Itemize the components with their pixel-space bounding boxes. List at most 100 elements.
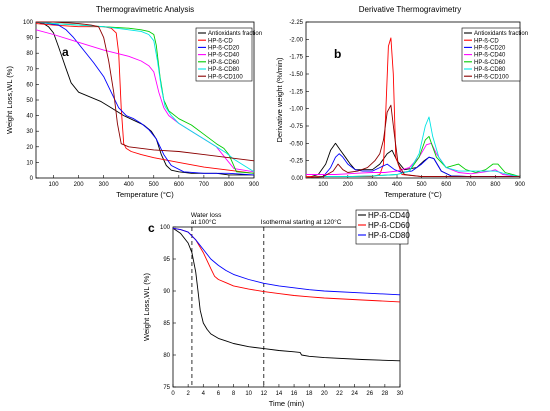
y-tick-label: 0 <box>30 176 34 182</box>
legend-label: HP-ß-CD100 <box>208 74 243 80</box>
x-tick-label: 200 <box>74 182 85 188</box>
x-tick-label: 2 <box>186 391 190 397</box>
x-tick-label: 500 <box>417 182 428 188</box>
series-line <box>35 21 255 173</box>
y-tick-label: 60 <box>26 82 33 88</box>
x-tick-label: 400 <box>124 182 135 188</box>
series-line <box>35 21 255 176</box>
y-tick-label: -1.25 <box>289 89 303 95</box>
y-tick-label: -1.00 <box>289 107 303 113</box>
x-tick-label: 0 <box>171 391 175 397</box>
y-axis-label: Derivative weight (%/min) <box>275 57 284 143</box>
x-tick-label: 10 <box>245 391 252 397</box>
annotation-text: Isothermal starting at 120°C <box>261 218 342 226</box>
legend-label: HP-ß-CD40 <box>474 53 506 59</box>
y-tick-label: -2.25 <box>289 20 303 26</box>
x-tick-label: 900 <box>515 182 526 188</box>
legend: Antioxidants fractionHP-ß-CDHP-ß-CD20HP-… <box>461 27 528 82</box>
x-tick-label: 18 <box>306 391 313 397</box>
series-line <box>172 227 401 296</box>
x-axis-label: Temperature (°C) <box>384 190 442 199</box>
x-tick-label: 24 <box>351 391 358 397</box>
y-tick-label: 0.00 <box>291 176 303 182</box>
chart-panel-c: 0 2 4 6 8 10 12 14 16 18 20 22 24 26 28 307580859095100… <box>142 209 410 408</box>
x-tick-label: 12 <box>260 391 267 397</box>
y-tick-label: 100 <box>160 225 171 231</box>
series-line <box>35 23 255 174</box>
x-tick-label: 6 <box>217 391 221 397</box>
series-line <box>36 21 255 162</box>
y-tick-label: 70 <box>26 67 33 73</box>
series-line <box>35 21 254 176</box>
y-tick-label: 75 <box>163 385 170 391</box>
legend-label: HP-ß-CD100 <box>474 74 509 80</box>
y-tick-label: 80 <box>26 51 33 57</box>
legend-label: HP-ß-CD20 <box>208 46 240 52</box>
x-tick-label: 700 <box>199 182 210 188</box>
legend-label: HP-ß-CD <box>208 38 233 44</box>
y-tick-label: 95 <box>163 257 170 263</box>
legend-label: HP-ß-CD80 <box>368 231 410 240</box>
x-tick-label: 4 <box>202 391 206 397</box>
x-tick-label: 30 <box>397 391 404 397</box>
series-line <box>172 227 401 362</box>
legend-label: HP-ß-CD80 <box>208 67 240 73</box>
y-tick-label: 85 <box>163 321 170 327</box>
y-tick-label: 50 <box>26 98 33 104</box>
x-tick-label: 100 <box>49 182 60 188</box>
legend-label: Antioxidants fraction <box>208 31 262 37</box>
x-tick-label: 300 <box>99 182 110 188</box>
x-tick-label: 20 <box>321 391 328 397</box>
x-tick-label: 600 <box>441 182 452 188</box>
y-tick-label: -2.00 <box>289 37 303 43</box>
panel-label: a <box>62 45 69 59</box>
legend: Antioxidants fractionHP-ß-CDHP-ß-CD20HP-… <box>195 27 262 82</box>
legend-label: HP-ß-CD60 <box>474 60 506 66</box>
y-axis-label: Weight Loss,WL (%) <box>142 273 151 341</box>
y-axis-label: Weight Loss,WL (%) <box>5 66 14 134</box>
legend-label: HP-ß-CD60 <box>368 221 410 230</box>
x-tick-label: 8 <box>232 391 236 397</box>
chart-title: Thermogravimetric Analysis <box>96 5 194 14</box>
series-line <box>305 116 521 179</box>
x-tick-label: 800 <box>224 182 235 188</box>
x-tick-label: 14 <box>276 391 283 397</box>
y-tick-label: -1.75 <box>289 55 303 61</box>
y-tick-label: -0.25 <box>289 159 303 165</box>
legend-label: HP-ß-CD40 <box>208 53 240 59</box>
y-tick-label: 90 <box>163 289 170 295</box>
chart-title: Derivative Thermogravimetry <box>359 5 462 14</box>
panel-label: b <box>334 47 341 61</box>
x-tick-label: 500 <box>149 182 160 188</box>
x-tick-label: 900 <box>249 182 260 188</box>
series-line <box>306 142 521 178</box>
y-tick-label: 20 <box>26 145 33 151</box>
series-line <box>305 153 520 179</box>
plot-frame <box>305 21 521 179</box>
legend-label: HP-ß-CD60 <box>208 60 240 66</box>
x-tick-label: 800 <box>490 182 501 188</box>
x-tick-label: 300 <box>367 182 378 188</box>
panel-label: c <box>148 221 155 235</box>
y-tick-label: 80 <box>163 353 170 359</box>
x-tick-label: 28 <box>382 391 389 397</box>
legend-box <box>355 209 409 245</box>
x-tick-label: 100 <box>318 182 329 188</box>
x-tick-label: 700 <box>466 182 477 188</box>
series-line <box>305 142 520 179</box>
y-tick-label: -0.75 <box>289 124 303 130</box>
annotation-text: at 100°C <box>191 218 217 226</box>
y-tick-label: 40 <box>26 114 33 120</box>
y-tick-label: -1.50 <box>289 72 303 78</box>
x-tick-label: 22 <box>336 391 343 397</box>
y-tick-label: -0.50 <box>289 141 303 147</box>
x-axis-label: Temperature (°C) <box>116 190 174 199</box>
legend-label: HP-ß-CD <box>474 38 499 44</box>
y-tick-label: 100 <box>23 20 34 26</box>
y-tick-label: 10 <box>26 160 33 166</box>
x-tick-label: 200 <box>343 182 354 188</box>
x-tick-label: 26 <box>366 391 373 397</box>
